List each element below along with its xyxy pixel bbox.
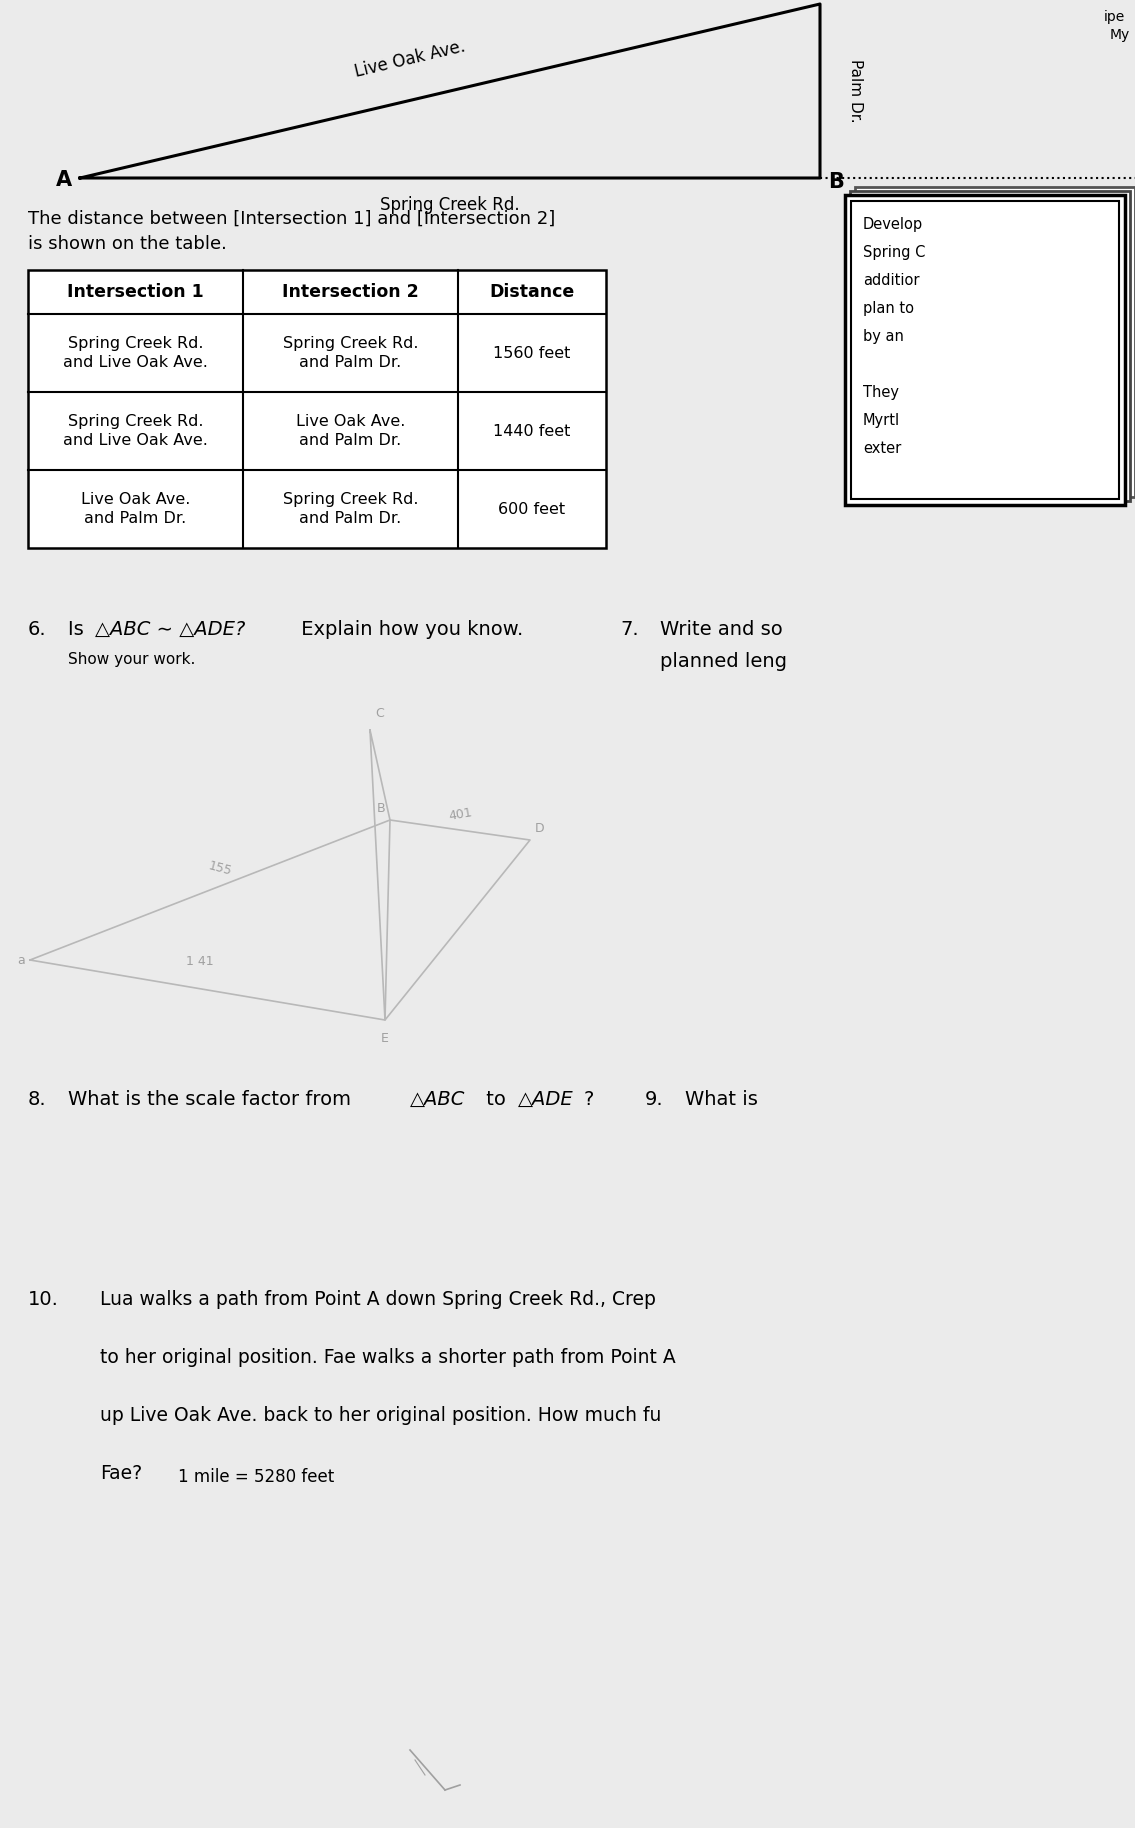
Text: A: A: [56, 170, 72, 190]
Text: What is the scale factor from: What is the scale factor from: [68, 1089, 358, 1110]
Text: Spring C: Spring C: [863, 245, 925, 260]
Text: Myrtl: Myrtl: [863, 413, 900, 428]
Text: Write and so: Write and so: [659, 620, 783, 640]
Text: 1440 feet: 1440 feet: [494, 424, 571, 439]
Text: Show your work.: Show your work.: [68, 653, 195, 667]
Text: Spring Creek Rd.
and Palm Dr.: Spring Creek Rd. and Palm Dr.: [283, 492, 419, 526]
Text: △ABC: △ABC: [410, 1089, 465, 1110]
Text: 7.: 7.: [620, 620, 639, 640]
Text: exter: exter: [863, 441, 901, 455]
Text: Fae?: Fae?: [100, 1464, 142, 1483]
Bar: [844, 196, 1125, 505]
Text: Palm Dr.: Palm Dr.: [848, 58, 863, 122]
Text: B: B: [377, 802, 385, 815]
Text: 1 mile = 5280 feet: 1 mile = 5280 feet: [178, 1468, 334, 1486]
Text: △ABC ∼ △ADE?: △ABC ∼ △ADE?: [95, 620, 245, 640]
Bar: [851, 201, 1119, 499]
Text: additior: additior: [863, 272, 919, 289]
Text: Intersection 1: Intersection 1: [67, 283, 204, 302]
Text: D: D: [535, 823, 545, 835]
Text: Distance: Distance: [489, 283, 574, 302]
Text: ?: ?: [585, 1089, 595, 1110]
Text: planned leng: planned leng: [659, 653, 787, 671]
Text: 1560 feet: 1560 feet: [494, 345, 571, 360]
Text: plan to: plan to: [863, 302, 914, 316]
Text: 401: 401: [447, 806, 473, 823]
Text: C: C: [375, 707, 384, 720]
Text: 9.: 9.: [645, 1089, 664, 1110]
Bar: [850, 190, 1130, 501]
Text: Live Oak Ave.
and Palm Dr.: Live Oak Ave. and Palm Dr.: [296, 413, 405, 448]
Text: △ADE: △ADE: [518, 1089, 574, 1110]
Text: to her original position. Fae walks a shorter path from Point A: to her original position. Fae walks a sh…: [100, 1347, 675, 1367]
Bar: [28, 271, 606, 548]
Text: Develop: Develop: [863, 218, 923, 232]
Text: Explain how you know.: Explain how you know.: [295, 620, 523, 640]
Text: a: a: [17, 954, 25, 967]
Text: Spring Creek Rd.
and Live Oak Ave.: Spring Creek Rd. and Live Oak Ave.: [64, 413, 208, 448]
Text: My: My: [1110, 27, 1130, 42]
Text: 600 feet: 600 feet: [498, 501, 565, 517]
Text: What is: What is: [686, 1089, 758, 1110]
Text: to: to: [480, 1089, 512, 1110]
Text: Live Oak Ave.
and Palm Dr.: Live Oak Ave. and Palm Dr.: [81, 492, 191, 526]
Text: B: B: [829, 172, 844, 192]
Text: Is: Is: [68, 620, 90, 640]
Text: 1 41: 1 41: [186, 954, 213, 969]
Text: 6.: 6.: [28, 620, 47, 640]
Text: 10.: 10.: [28, 1291, 59, 1309]
Text: Lua walks a path from Point A down Spring Creek Rd., Crep: Lua walks a path from Point A down Sprin…: [100, 1291, 656, 1309]
Text: 8.: 8.: [28, 1089, 47, 1110]
Bar: [855, 186, 1135, 497]
Text: E: E: [381, 1033, 389, 1046]
Text: Live Oak Ave.: Live Oak Ave.: [353, 38, 468, 80]
Text: ipe: ipe: [1103, 9, 1125, 24]
Text: by an: by an: [863, 329, 903, 344]
Text: They: They: [863, 386, 899, 400]
Text: Spring Creek Rd.
and Live Oak Ave.: Spring Creek Rd. and Live Oak Ave.: [64, 336, 208, 369]
Text: 155: 155: [207, 859, 233, 877]
Text: The distance between [Intersection 1] and [Intersection 2]
is shown on the table: The distance between [Intersection 1] an…: [28, 210, 555, 252]
Bar: [28, 271, 606, 548]
Text: up Live Oak Ave. back to her original position. How much fu: up Live Oak Ave. back to her original po…: [100, 1406, 662, 1426]
Text: Spring Creek Rd.: Spring Creek Rd.: [380, 196, 520, 214]
Text: Intersection 2: Intersection 2: [283, 283, 419, 302]
Text: Spring Creek Rd.
and Palm Dr.: Spring Creek Rd. and Palm Dr.: [283, 336, 419, 369]
